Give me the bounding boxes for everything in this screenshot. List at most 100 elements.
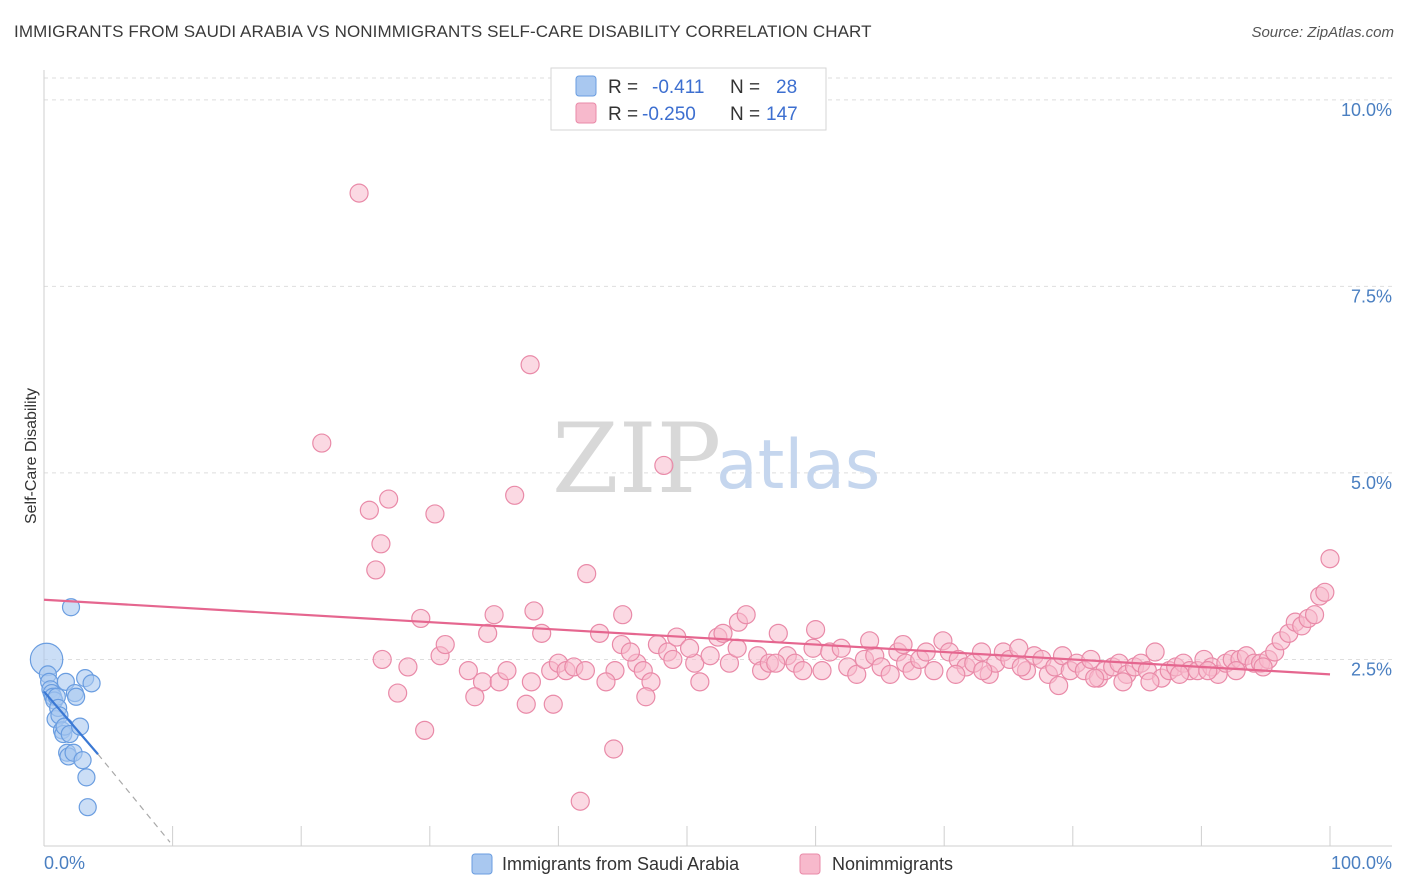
y-tick-label: 5.0% xyxy=(1351,473,1392,493)
nonimmigrants-point xyxy=(458,661,478,681)
nonimmigrants-point xyxy=(366,560,386,580)
nonimmigrants-point xyxy=(805,620,826,640)
saudi-arabia-trend-extension xyxy=(97,753,171,843)
nonimmigrants-point xyxy=(1049,675,1069,696)
nonimmigrants-point xyxy=(425,504,445,524)
nonimmigrants-point xyxy=(663,649,683,670)
legend-r-label-nonimmigrants: R = xyxy=(608,104,638,125)
nonimmigrants-trend-line xyxy=(43,598,1331,676)
nonimmigrants-point xyxy=(543,694,563,714)
saudi-arabia-point xyxy=(61,598,81,617)
nonimmigrants-point xyxy=(793,661,813,681)
nonimmigrants-point xyxy=(349,183,369,203)
nonimmigrants-point xyxy=(924,661,944,681)
nonimmigrants-point xyxy=(411,608,431,629)
nonimmigrants-point xyxy=(379,489,399,509)
nonimmigrants-point xyxy=(620,642,641,662)
series-legend-label-saudi: Immigrants from Saudi Arabia xyxy=(502,854,740,874)
legend-n-value-nonimmigrants: 147 xyxy=(766,104,798,125)
x-tick-marks xyxy=(172,826,1331,846)
chart-title: IMMIGRANTS FROM SAUDI ARABIA VS NONIMMIG… xyxy=(14,22,872,41)
nonimmigrants-point xyxy=(497,661,517,681)
legend-swatch-saudi xyxy=(575,75,597,97)
nonimmigrants-point xyxy=(1304,605,1325,625)
legend-r-value-nonimmigrants: -0.250 xyxy=(642,104,696,125)
nonimmigrants-point xyxy=(435,634,455,655)
series-legend-swatch-saudi xyxy=(471,853,493,875)
saudi-arabia-point xyxy=(82,674,101,693)
nonimmigrants-point xyxy=(532,623,552,643)
source-label: Source: ZipAtlas.com xyxy=(1251,24,1394,41)
nonimmigrants-point xyxy=(484,605,504,625)
nonimmigrants-point xyxy=(1253,657,1273,677)
nonimmigrants-point xyxy=(971,642,992,662)
nonimmigrants-point xyxy=(812,661,832,681)
y-tick-label: 7.5% xyxy=(1351,286,1392,306)
nonimmigrants-point xyxy=(1226,661,1246,681)
nonimmigrants-point xyxy=(973,661,993,681)
stats-legend: R = -0.411 N = 28 R = -0.250 N = 147 xyxy=(550,67,827,131)
saudi-arabia-points xyxy=(29,598,101,817)
nonimmigrants-point xyxy=(596,672,616,692)
nonimmigrants-point xyxy=(521,672,541,692)
saudi-arabia-point xyxy=(77,768,96,787)
nonimmigrants-point xyxy=(766,653,786,673)
nonimmigrants-point xyxy=(613,605,633,625)
nonimmigrants-point xyxy=(803,638,823,658)
nonimmigrants-point xyxy=(577,564,597,584)
nonimmigrants-point xyxy=(690,672,710,692)
nonimmigrants-point xyxy=(1145,642,1165,662)
nonimmigrants-point xyxy=(1011,657,1031,677)
nonimmigrants-point xyxy=(520,355,540,375)
legend-r-value-saudi: -0.411 xyxy=(652,77,704,98)
nonimmigrants-point xyxy=(1198,661,1218,681)
nonimmigrants-point xyxy=(371,534,391,554)
nonimmigrants-point xyxy=(727,638,747,658)
watermark-zip: ZIP xyxy=(552,403,721,515)
saudi-arabia-point xyxy=(67,687,86,706)
y-tick-labels: 2.5% 5.0% 7.5% 10.0% xyxy=(1341,100,1392,680)
series-legend-swatch-nonimmigrants xyxy=(799,853,821,875)
legend-n-label-saudi: N = xyxy=(730,77,760,98)
nonimmigrants-point xyxy=(736,605,756,625)
nonimmigrants-point xyxy=(1320,549,1340,569)
nonimmigrants-point xyxy=(679,638,700,658)
nonimmigrants-point xyxy=(575,661,596,681)
nonimmigrants-point xyxy=(372,649,392,670)
y-axis-title: Self-Care Disability xyxy=(23,388,40,524)
x-tick-label: 0.0% xyxy=(44,853,85,873)
x-tick-labels: 0.0% 100.0% xyxy=(44,853,1392,873)
watermark-atlas: atlas xyxy=(716,426,880,505)
nonimmigrants-point xyxy=(524,601,544,621)
nonimmigrants-point xyxy=(654,455,674,476)
nonimmigrants-point xyxy=(719,653,740,673)
nonimmigrants-point xyxy=(831,638,851,658)
nonimmigrants-point xyxy=(847,664,867,684)
nonimmigrants-point xyxy=(465,687,485,707)
saudi-arabia-point xyxy=(78,798,97,817)
saudi-arabia-point xyxy=(70,717,90,736)
trend-lines xyxy=(43,598,1331,843)
nonimmigrants-point xyxy=(398,657,418,677)
nonimmigrants-point xyxy=(312,433,332,453)
y-tick-label: 10.0% xyxy=(1341,100,1392,120)
nonimmigrants-point xyxy=(570,791,590,811)
nonimmigrants-point xyxy=(1169,664,1190,684)
y-tick-label: 2.5% xyxy=(1351,659,1392,679)
x-tick-label: 100.0% xyxy=(1331,853,1392,873)
nonimmigrants-point xyxy=(359,500,379,520)
saudi-arabia-point xyxy=(73,751,92,770)
nonimmigrants-point xyxy=(604,739,624,759)
nonimmigrants-point xyxy=(700,646,720,666)
nonimmigrants-point xyxy=(768,623,788,643)
nonimmigrants-point xyxy=(880,664,900,684)
nonimmigrants-point xyxy=(946,664,966,684)
stats-legend-box xyxy=(550,67,827,131)
legend-r-label-saudi: R = xyxy=(608,77,638,98)
series-legend: Immigrants from Saudi Arabia Nonimmigran… xyxy=(471,853,953,875)
legend-n-value-saudi: 28 xyxy=(776,77,797,98)
grid-lines xyxy=(44,77,1392,660)
nonimmigrants-point xyxy=(516,694,536,714)
nonimmigrants-point xyxy=(505,485,525,505)
